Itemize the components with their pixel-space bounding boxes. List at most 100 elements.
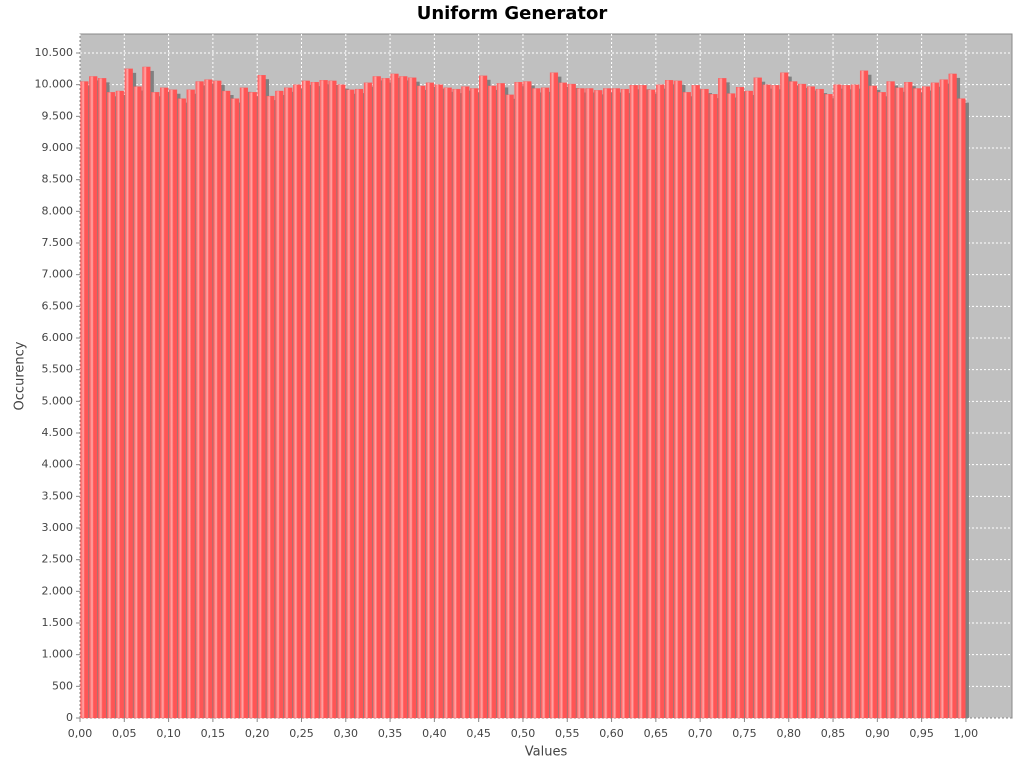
x-tick-label: 0,10 [156, 727, 181, 740]
bar [257, 75, 266, 719]
x-tick-label: 0,20 [245, 727, 270, 740]
bar [151, 92, 160, 719]
bar [762, 84, 771, 719]
bar [603, 88, 612, 719]
bar [656, 84, 665, 719]
bar [266, 95, 275, 719]
bar [957, 98, 966, 719]
y-tick-label: 9.000 [42, 141, 74, 154]
bar [939, 79, 948, 719]
bar [558, 82, 567, 719]
bar [806, 86, 815, 719]
bar [594, 90, 603, 719]
y-tick-label: 1.500 [42, 616, 74, 629]
bar [434, 84, 443, 719]
bar [549, 72, 559, 719]
y-tick-label: 4.000 [42, 458, 74, 471]
bar [771, 85, 780, 719]
bar [709, 94, 718, 719]
y-axis-label: Occurency [13, 341, 28, 410]
x-tick-label: 0,35 [378, 727, 403, 740]
x-tick-label: 0,80 [776, 727, 801, 740]
bar [851, 84, 860, 719]
bar [89, 76, 98, 719]
bar [789, 81, 798, 719]
bar [292, 84, 302, 719]
x-tick-label: 0,90 [865, 727, 890, 740]
bar [523, 81, 532, 719]
y-tick-label: 500 [52, 679, 73, 692]
x-tick-label: 0,25 [289, 727, 314, 740]
bar [895, 87, 904, 719]
bar [842, 85, 851, 719]
bar [124, 68, 133, 719]
y-tick-label: 9.500 [42, 109, 74, 122]
bar [328, 80, 337, 719]
bar [921, 86, 931, 719]
bar [239, 87, 248, 719]
bar [718, 78, 727, 719]
bars [80, 66, 969, 719]
bar [886, 81, 895, 719]
bar [514, 81, 523, 719]
x-tick-label: 0,15 [201, 727, 226, 740]
bar [115, 90, 124, 719]
x-tick-label: 0,85 [821, 727, 846, 740]
bar [496, 83, 505, 719]
y-tick-label: 2.000 [42, 584, 74, 597]
bar [753, 77, 762, 719]
bar [780, 72, 789, 719]
bar [337, 84, 346, 719]
x-tick-label: 0,45 [466, 727, 491, 740]
bar [443, 87, 452, 719]
bar [399, 76, 408, 719]
bar [160, 87, 169, 719]
bar [744, 90, 753, 719]
x-tick-label: 0,70 [688, 727, 713, 740]
bar [310, 81, 319, 719]
x-tick-label: 0,75 [732, 727, 757, 740]
bar [98, 78, 107, 719]
y-tick-label: 5.500 [42, 363, 74, 376]
bar [541, 87, 550, 719]
bar [195, 81, 204, 719]
bar [479, 75, 488, 719]
bar [390, 73, 399, 719]
x-tick-label: 0,00 [68, 727, 93, 740]
bar [567, 83, 576, 719]
y-tick-label: 1.000 [42, 648, 74, 661]
y-tick-label: 5.000 [42, 394, 74, 407]
bar [824, 94, 833, 719]
bar [815, 88, 824, 719]
bar [204, 79, 213, 719]
bar [80, 81, 89, 719]
bar [691, 85, 700, 719]
bar [213, 80, 222, 719]
x-tick-label: 0,95 [909, 727, 934, 740]
y-tick-label: 8.500 [42, 173, 74, 186]
x-tick-label: 0,05 [112, 727, 137, 740]
bar [186, 89, 195, 719]
bar [319, 80, 328, 719]
y-tick-label: 10.500 [35, 46, 74, 59]
bar [930, 82, 940, 719]
bar [230, 98, 240, 719]
y-tick-label: 3.000 [42, 521, 74, 534]
bar [177, 98, 186, 719]
bar [346, 89, 355, 719]
bar [168, 89, 178, 719]
x-tick-label: 0,60 [599, 727, 624, 740]
y-tick-label: 0 [66, 711, 73, 724]
bar [797, 83, 807, 719]
y-tick-label: 3.500 [42, 489, 74, 502]
y-tick-label: 6.500 [42, 299, 74, 312]
bar [372, 76, 381, 719]
y-tick-label: 6.000 [42, 331, 74, 344]
bar [859, 70, 869, 719]
bar [948, 73, 957, 719]
bar [629, 85, 638, 719]
bar [354, 88, 364, 719]
y-tick-label: 7.500 [42, 236, 74, 249]
x-tick-label: 1,00 [954, 727, 979, 740]
x-tick-label: 0,65 [644, 727, 669, 740]
